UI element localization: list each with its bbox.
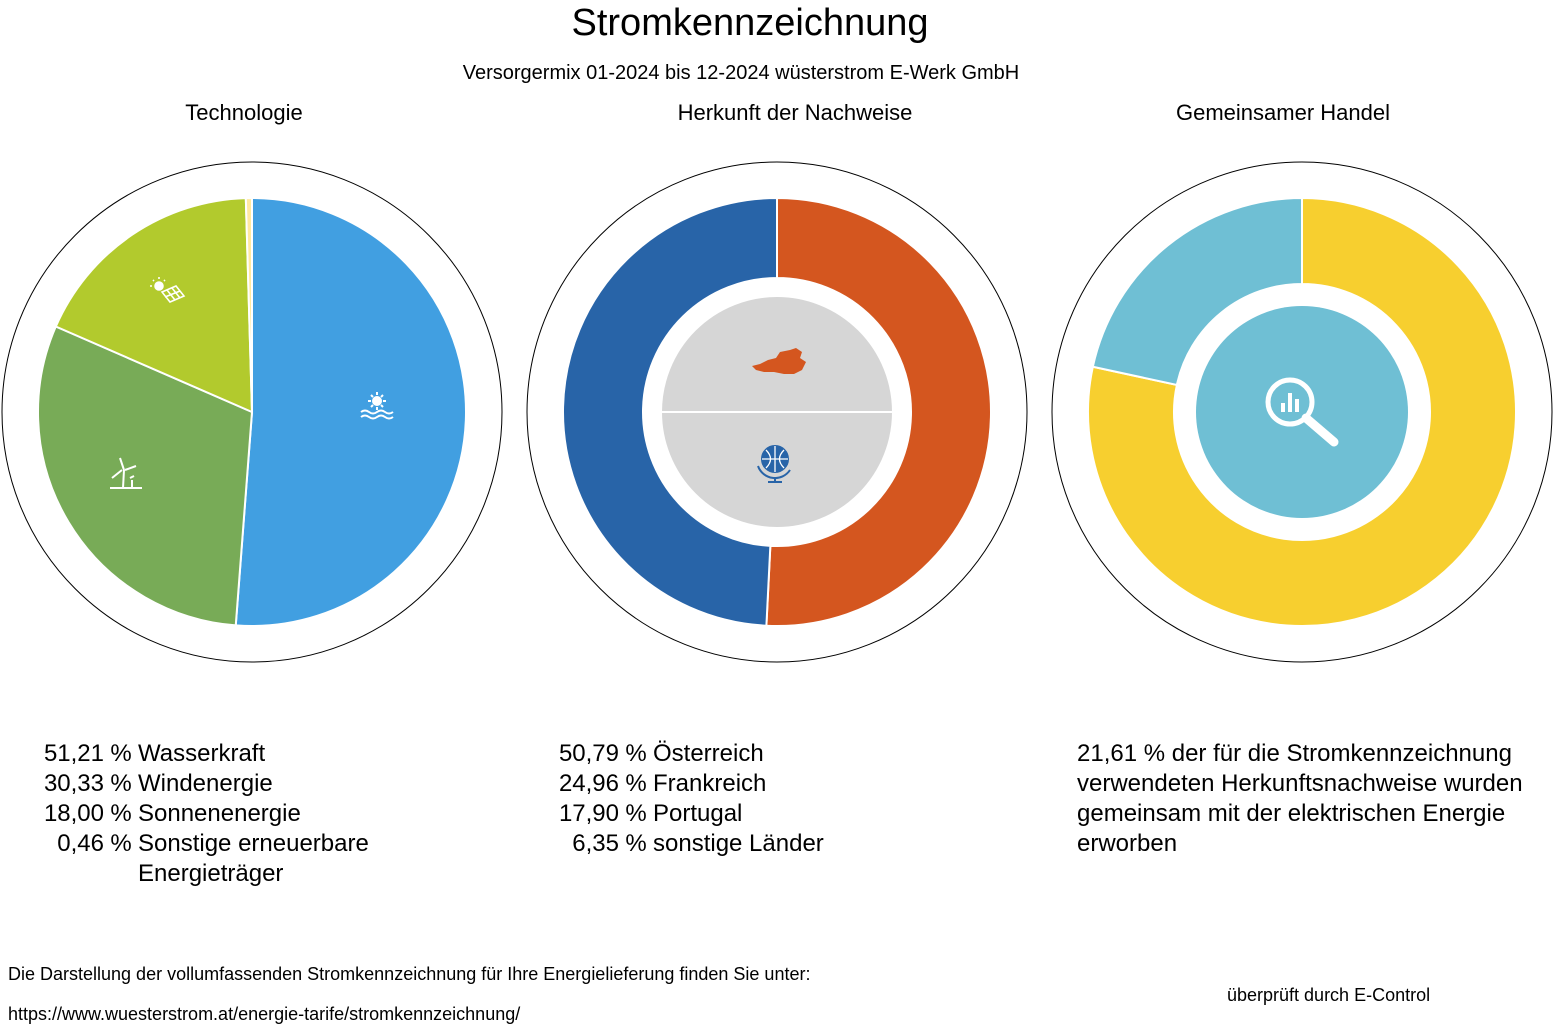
herkunft-legend: 50,79 % Österreich 24,96 % Frankreich 17… — [527, 739, 913, 859]
legend-unit: % — [110, 830, 132, 857]
legend-unit: % — [110, 740, 132, 767]
handel-center — [1196, 306, 1408, 518]
technologie-slice-sonstige-erneuerbare-energieträger — [244, 196, 253, 413]
footer-note: Die Darstellung der vollumfassenden Stro… — [8, 964, 811, 984]
austria-map-icon — [752, 348, 806, 374]
legend-unit: % — [625, 800, 647, 827]
technologie-legend: 51,21 % Wasserkraft 30,33 % Windenergie … — [12, 739, 398, 889]
technologie-slice-sonnenenergie — [54, 197, 254, 414]
wind-turbine-icon — [110, 457, 142, 489]
footer-url-link[interactable]: https://www.wuesterstrom.at/energie-tari… — [8, 1004, 521, 1024]
magnifier-chart-icon — [1265, 377, 1339, 447]
legend-label: Portugal — [653, 800, 743, 827]
water-sun-icon — [360, 392, 394, 420]
herkunft-outer-ring — [526, 161, 1028, 663]
handel-donut — [1087, 196, 1517, 627]
chart-title-herkunft: Herkunft der Nachweise — [677, 100, 913, 125]
legend-row-portugal: 17,90 % Portugal — [527, 799, 913, 829]
legend-value: 50,79 — [558, 740, 619, 767]
page-subtitle: Versorgermix 01-2024 bis 12-2024 wüsters… — [462, 62, 1020, 84]
legend-value: 24,96 — [558, 770, 619, 797]
chart-title-handel: Gemeinsamer Handel — [1176, 100, 1390, 125]
technologie-slice-wasserkraft — [234, 196, 467, 627]
herkunft-donut — [562, 196, 993, 627]
handel-slice-gemeinsam-erworben — [1091, 196, 1303, 387]
handel-description: 21,61 % der für die Stromkennzeichnung v… — [1077, 740, 1523, 857]
legend-unit: % — [625, 770, 647, 797]
handel-slice-rest — [1087, 196, 1517, 627]
legend-label: sonstige Länder — [653, 830, 824, 857]
herkunft-slice-ausland — [562, 196, 778, 627]
legend-row-oesterreich: 50,79 % Österreich — [527, 739, 913, 769]
legend-label: Windenergie — [138, 770, 273, 797]
herkunft-slice-österreich — [765, 196, 993, 627]
legend-label: Sonstige erneuerbare Energieträger — [138, 830, 369, 887]
handel-outer-ring — [1051, 161, 1553, 663]
technologie-slice-windenergie — [37, 325, 254, 627]
footer-verified: überprüft durch E-Control — [1227, 985, 1431, 1005]
technologie-outer-ring — [1, 161, 503, 663]
globe-icon — [757, 445, 791, 483]
legend-value: 0,46 — [57, 830, 104, 857]
page-title: Stromkennzeichnung — [571, 2, 929, 44]
legend-label: Wasserkraft — [138, 740, 266, 767]
chart-title-technologie: Technologie — [185, 100, 303, 125]
legend-row-sonstige-laender: 6,35 % sonstige Länder — [527, 829, 913, 859]
legend-row-sonnenenergie: 18,00 % Sonnenenergie — [12, 799, 398, 829]
legend-unit: % — [110, 800, 132, 827]
legend-label: Österreich — [653, 740, 764, 767]
technologie-pie — [37, 196, 467, 627]
legend-row-windenergie: 30,33 % Windenergie — [12, 769, 398, 799]
charts-canvas — [1, 161, 1553, 663]
legend-value: 30,33 — [43, 770, 104, 797]
legend-label: Frankreich — [653, 770, 767, 797]
legend-unit: % — [625, 740, 647, 767]
legend-value: 6,35 — [572, 830, 619, 857]
legend-row-wasserkraft: 51,21 % Wasserkraft — [12, 739, 398, 769]
legend-unit: % — [625, 830, 647, 857]
legend-value: 17,90 — [558, 800, 619, 827]
legend-value: 51,21 — [43, 740, 104, 767]
legend-label: Sonnenenergie — [138, 800, 301, 827]
legend-row-frankreich: 24,96 % Frankreich — [527, 769, 913, 799]
solar-panel-icon — [150, 277, 186, 303]
legend-unit: % — [110, 770, 132, 797]
legend-value: 18,00 — [43, 800, 104, 827]
legend-row-sonstige: 0,46 % Sonstige erneuerbare Energieträge… — [12, 829, 398, 889]
